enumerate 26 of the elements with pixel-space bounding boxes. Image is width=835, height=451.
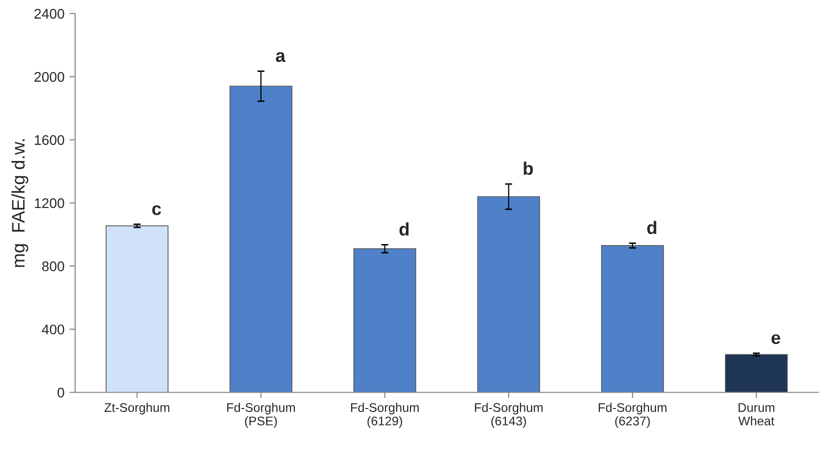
bar [477, 196, 540, 392]
y-tick-label: 2400 [34, 8, 64, 19]
annotation: a [276, 52, 286, 62]
bar [230, 86, 292, 392]
y-tick-label: 1600 [34, 135, 64, 145]
x-tick-label: Fd-Sorghum (6143) [474, 402, 543, 428]
bar [353, 248, 416, 392]
annotation: c [152, 205, 162, 216]
annotation: d [647, 220, 656, 234]
annotation: e [772, 334, 780, 344]
x-tick-label: Fd-Sorghum (6237) [598, 402, 666, 428]
y-tick-label: 400 [42, 324, 64, 334]
y-tick-label: 0 [58, 388, 64, 398]
annotation: d [399, 222, 409, 236]
x-tick-label: Zt-Sorghum [104, 402, 170, 414]
y-tick-label: 800 [42, 261, 64, 272]
x-tick-label: Durum Wheat [738, 403, 774, 426]
y-tick-label: 2000 [34, 72, 64, 82]
y-axis-title: mg FAE/kg d.w. [11, 139, 28, 267]
y-tick-label: 1200 [34, 198, 64, 208]
annotation: b [524, 162, 533, 175]
x-tick-label: Fd-Sorghum (PSE) [227, 402, 295, 428]
bar [601, 245, 664, 392]
bar [106, 225, 168, 392]
x-tick-label: Fd-Sorghum (6129) [351, 402, 419, 428]
bar [724, 354, 788, 392]
